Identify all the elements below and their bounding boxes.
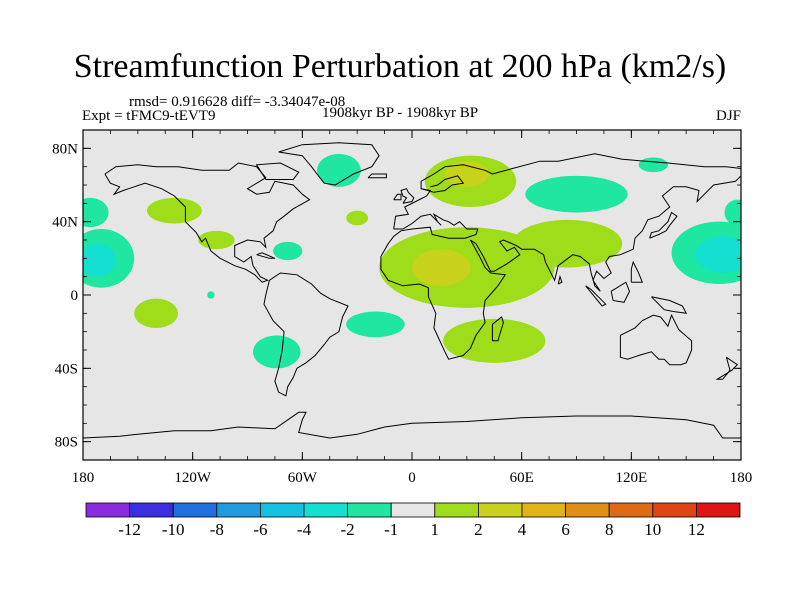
colorbar-label: -1 bbox=[384, 520, 398, 539]
colorbar-label: 10 bbox=[644, 520, 661, 539]
contour-region-northeast-pacific-high bbox=[146, 197, 202, 224]
colorbar-swatch bbox=[85, 502, 130, 518]
lat-tick-label: 40N bbox=[52, 215, 78, 231]
contour-region-north-pacific-east-low-core bbox=[83, 243, 116, 277]
lon-tick-label: 120E bbox=[615, 470, 647, 486]
lon-tick-label: 180 bbox=[72, 470, 95, 486]
lat-tick-label: 40S bbox=[55, 361, 78, 377]
coastline-ireland bbox=[393, 193, 402, 201]
colorbar-swatch bbox=[521, 502, 566, 518]
coastline-madagascar bbox=[491, 316, 504, 342]
contour-region-asia-high bbox=[512, 219, 623, 268]
contour-region-us-southwest-high bbox=[198, 230, 235, 250]
contour-region-west-pacific-north-low bbox=[724, 199, 741, 226]
coastline-baffin bbox=[255, 162, 300, 180]
colorbar-label: 4 bbox=[518, 520, 527, 539]
colorbar-label: 2 bbox=[474, 520, 483, 539]
coastline-eurasia-africa bbox=[380, 153, 741, 360]
coastline-new-guinea bbox=[651, 296, 688, 314]
colorbar-swatch bbox=[390, 502, 436, 518]
contour-region-south-america-low bbox=[252, 335, 301, 369]
contour-region-caribbean-low bbox=[273, 241, 303, 261]
coastline-australia bbox=[619, 313, 693, 366]
contour-region-greenland-low bbox=[316, 153, 361, 187]
lat-tick-label: 0 bbox=[71, 288, 79, 304]
lon-tick-label: 180 bbox=[730, 470, 753, 486]
colorbar-label: -12 bbox=[118, 520, 141, 539]
period-label: 1908kyr BP - 1908kyr BP bbox=[322, 105, 479, 121]
contour-region-siberia-low bbox=[525, 175, 628, 213]
colorbar-label: -10 bbox=[162, 520, 185, 539]
contour-region-north-atlantic-low bbox=[346, 210, 369, 226]
season-label: DJF bbox=[715, 108, 741, 124]
chart-title: Streamfunction Perturbation at 200 hPa (… bbox=[73, 48, 727, 85]
coastline-philippines bbox=[630, 260, 644, 283]
colorbar-label: 1 bbox=[431, 520, 440, 539]
colorbar-swatch bbox=[565, 502, 610, 518]
colorbar-swatch bbox=[434, 502, 479, 518]
coastline-iceland bbox=[367, 173, 387, 179]
coastline-south-america bbox=[263, 272, 349, 397]
coastline-cuba bbox=[256, 252, 276, 259]
field-layer bbox=[83, 153, 741, 369]
coastline-japan bbox=[649, 211, 678, 239]
colorbar-swatch bbox=[129, 502, 174, 518]
lat-tick-label: 80S bbox=[55, 435, 78, 451]
coastline-sri-lanka bbox=[557, 274, 563, 285]
colorbar-label: 12 bbox=[688, 520, 705, 539]
colorbar-label: -4 bbox=[297, 520, 312, 539]
axis-layer: 80N 40N 0 40S 80S 180 120W 60W 0 60E 120E 180 bbox=[52, 130, 752, 486]
experiment-label: Expt = tFMC9-tEVT9 bbox=[82, 108, 216, 124]
colorbar-swatch bbox=[216, 502, 261, 518]
lon-tick-label: 60E bbox=[510, 470, 534, 486]
colorbar-swatch bbox=[303, 502, 348, 518]
coastline-antarctica bbox=[83, 411, 741, 439]
contour-region-scandinavia-high-core bbox=[444, 161, 489, 187]
colorbar-label: 6 bbox=[561, 520, 570, 539]
lon-tick-label: 60W bbox=[288, 470, 318, 486]
colorbar-label: 8 bbox=[605, 520, 614, 539]
contour-region-gulf-alaska-low bbox=[83, 197, 109, 228]
coastline-british-isles bbox=[400, 188, 415, 204]
colorbar-label: -8 bbox=[210, 520, 224, 539]
colorbar: -12 -10 -8 -6 -4 -2 -1 1 2 4 6 8 10 12 bbox=[85, 502, 741, 539]
lon-tick-label: 120W bbox=[174, 470, 212, 486]
coastline-sumatra bbox=[585, 285, 607, 307]
coastline-greenland bbox=[278, 142, 380, 186]
contour-region-east-siberia-low bbox=[638, 157, 668, 173]
colorbar-label: -2 bbox=[341, 520, 355, 539]
coastline-borneo bbox=[610, 281, 631, 303]
lat-tick-label: 80N bbox=[52, 141, 78, 157]
colorbar-swatch bbox=[347, 502, 392, 518]
coastline-scandinavia-baltic bbox=[420, 175, 465, 193]
contour-region-north-pacific-west-low-core bbox=[695, 236, 741, 273]
coastline-new-zealand bbox=[715, 356, 739, 380]
contour-region-south-atlantic-low bbox=[346, 311, 405, 338]
contour-region-sahara-high-core bbox=[412, 249, 471, 286]
contour-region-small-pacific-low bbox=[207, 291, 215, 299]
coastline-layer bbox=[83, 142, 741, 439]
colorbar-swatch bbox=[652, 502, 697, 518]
stats-text: rmsd= 0.916628 diff= -3.34047e-08 bbox=[129, 94, 346, 110]
colorbar-swatch bbox=[608, 502, 654, 518]
colorbar-swatch bbox=[696, 502, 741, 518]
colorbar-swatch bbox=[259, 502, 305, 518]
colorbar-swatch bbox=[172, 502, 218, 518]
lon-tick-label: 0 bbox=[408, 470, 416, 486]
colorbar-swatch bbox=[477, 502, 523, 518]
contour-region-east-pacific-south-high bbox=[134, 298, 179, 329]
colorbar-label: -6 bbox=[253, 520, 267, 539]
